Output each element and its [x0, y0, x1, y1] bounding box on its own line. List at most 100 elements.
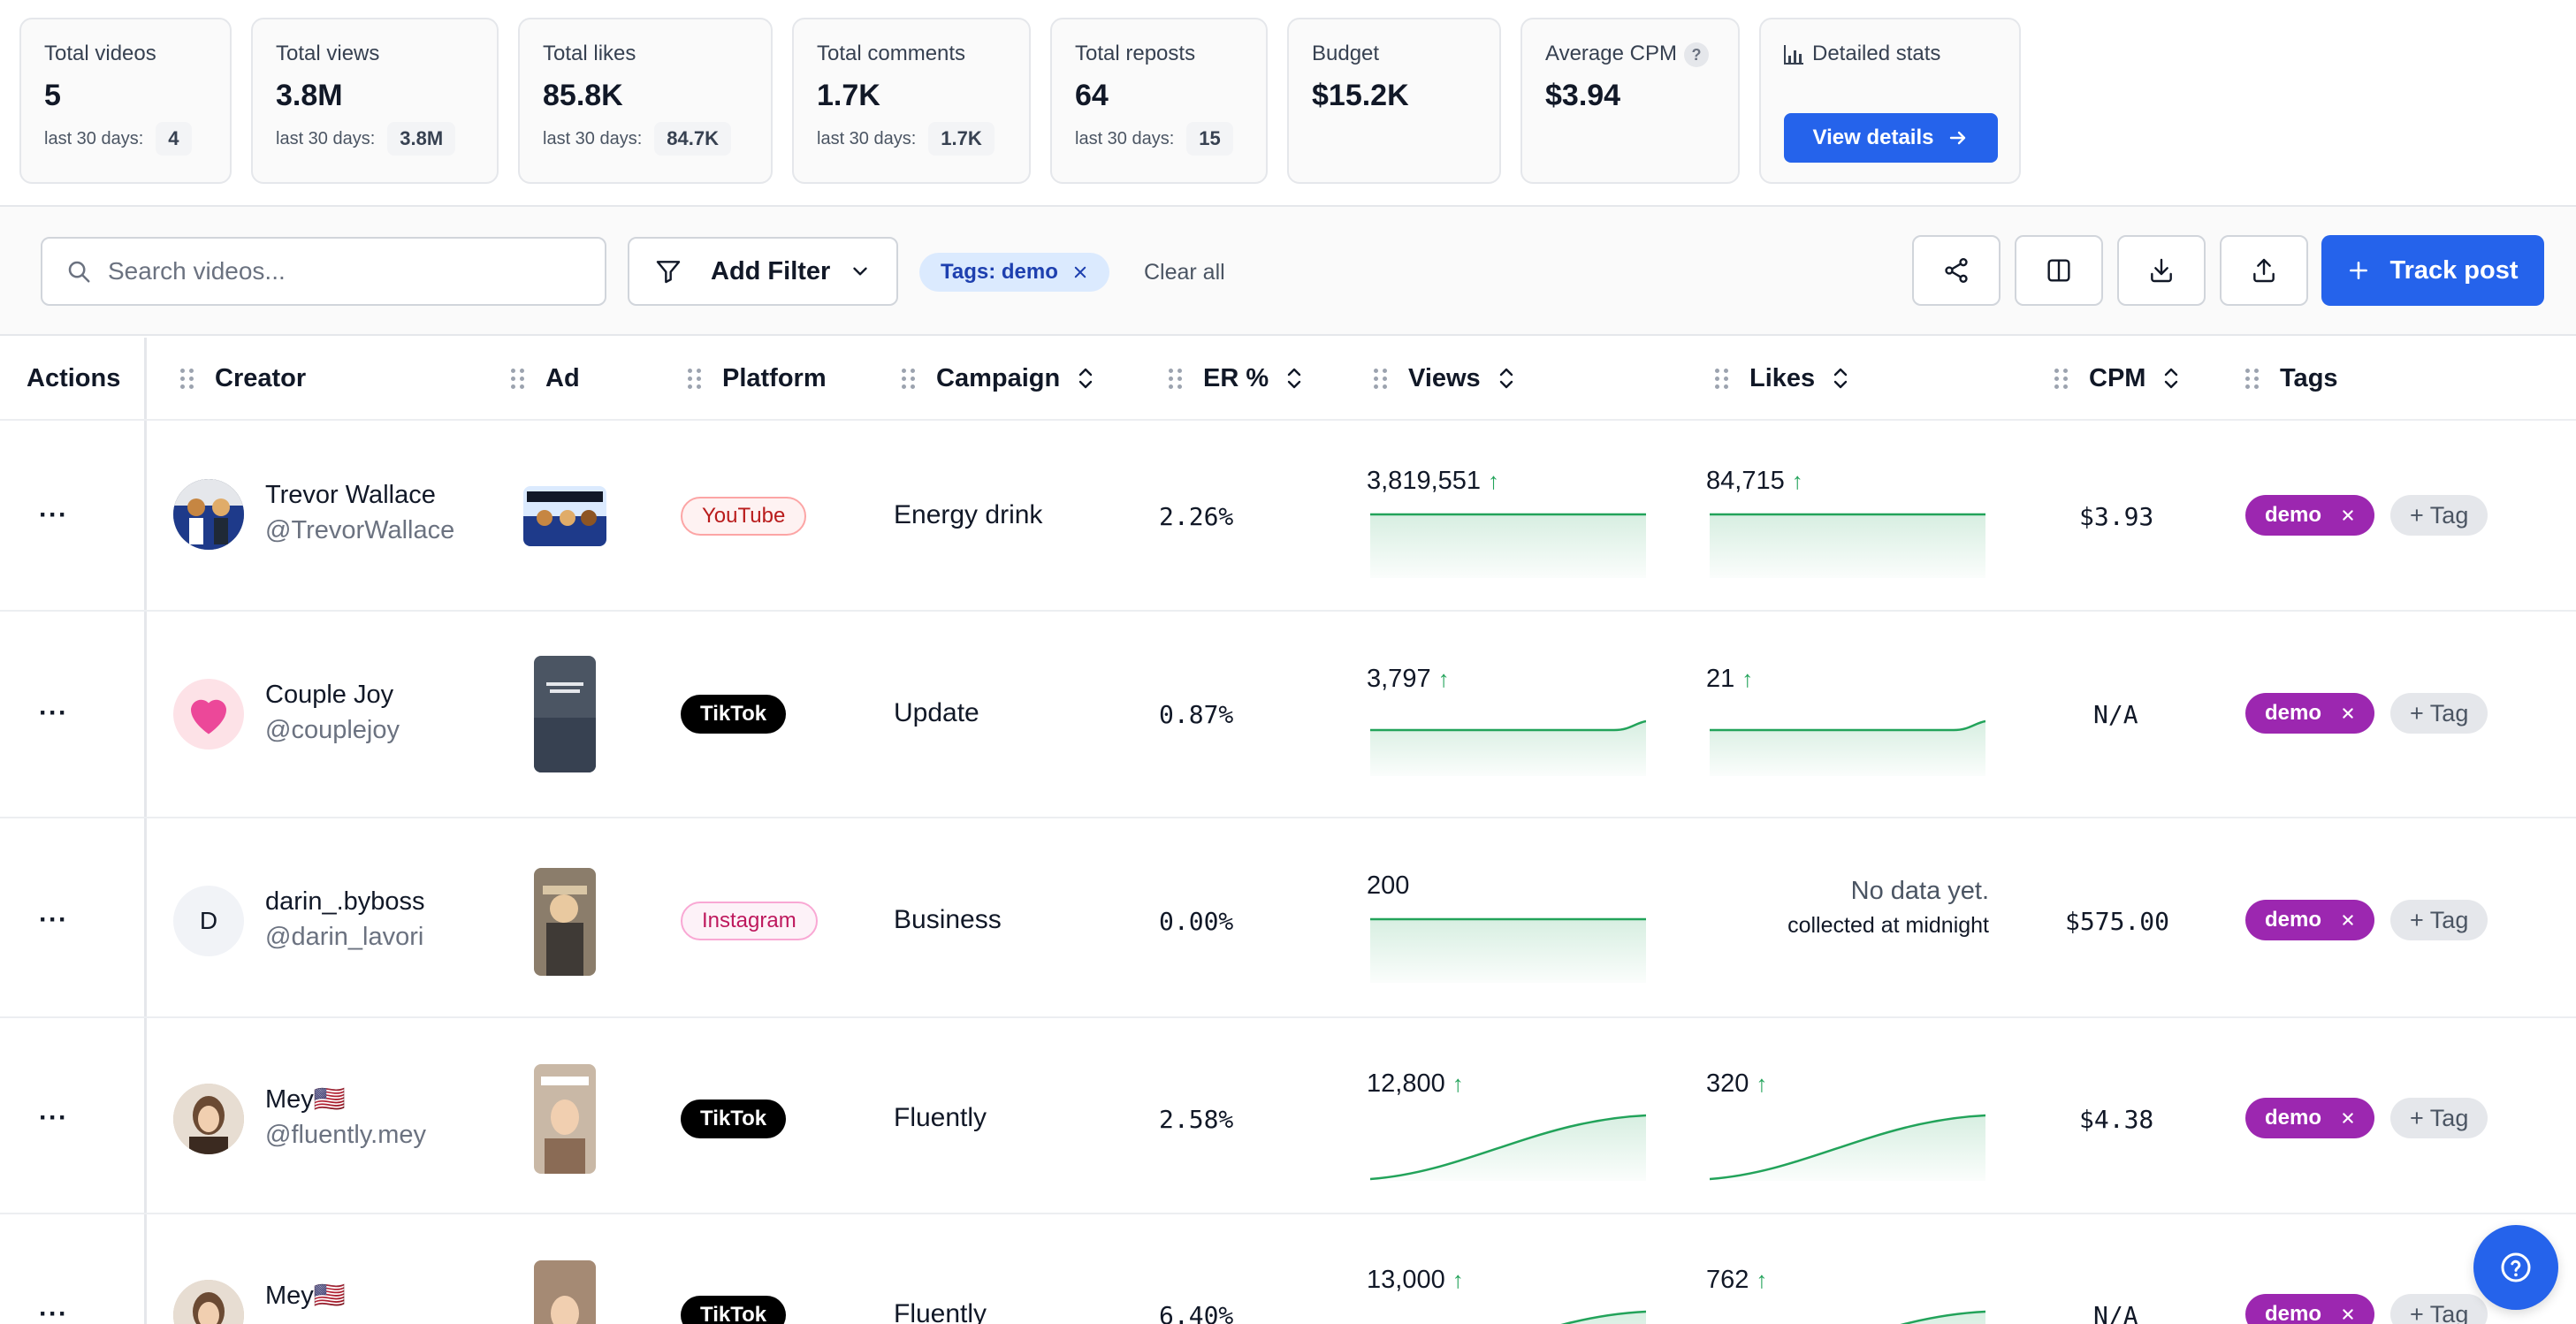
share-button[interactable]	[1912, 235, 2001, 306]
table-row[interactable]: ··· Mey🇺🇸 TikTok Fluently 6.40% 13,000 ↑ …	[0, 1213, 2576, 1324]
tag-chip[interactable]: demo	[2245, 693, 2375, 734]
tag-chip[interactable]: demo	[2245, 1098, 2375, 1138]
ad-thumbnail[interactable]	[534, 656, 596, 772]
drag-handle-icon[interactable]	[902, 368, 915, 389]
column-header-tags[interactable]: Tags	[2245, 338, 2338, 419]
row-actions-menu[interactable]: ···	[39, 1103, 68, 1132]
column-header-label: ER %	[1203, 363, 1269, 392]
likes-sparkline	[1710, 719, 1985, 776]
view-details-button[interactable]: View details	[1784, 113, 1998, 163]
stat-value: 3.8M	[276, 79, 343, 112]
add-tag-button[interactable]: + Tag	[2390, 1294, 2488, 1324]
tag-chip[interactable]: demo	[2245, 1294, 2375, 1324]
close-icon[interactable]	[2341, 913, 2355, 927]
tags-cell: demo + Tag	[2245, 693, 2488, 734]
column-header-label: Likes	[1749, 363, 1816, 392]
sort-icon[interactable]	[1076, 365, 1095, 392]
drag-handle-icon[interactable]	[1715, 368, 1728, 389]
close-icon[interactable]	[1072, 264, 1088, 280]
sparkline-line	[1370, 719, 1646, 732]
column-header-views[interactable]: Views	[1374, 338, 1516, 419]
drag-handle-icon[interactable]	[2245, 368, 2259, 389]
campaign-cell: Fluently	[894, 1299, 987, 1324]
ad-thumbnail[interactable]	[534, 868, 596, 976]
arrow-up-icon: ↑	[1452, 1070, 1464, 1097]
column-header-er[interactable]: ER %	[1169, 338, 1304, 419]
column-header-ad[interactable]: Ad	[511, 338, 580, 419]
drag-handle-icon[interactable]	[1169, 368, 1182, 389]
column-header-label: Tags	[2280, 363, 2338, 392]
creator-name[interactable]: Couple Joy	[265, 681, 394, 709]
tag-chip[interactable]: demo	[2245, 900, 2375, 940]
creator-handle[interactable]: @couplejoy	[265, 716, 400, 744]
creator-name[interactable]: Mey🇺🇸	[265, 1085, 346, 1114]
ad-thumbnail[interactable]	[534, 1260, 596, 1324]
download-button[interactable]	[2117, 235, 2206, 306]
clear-all-button[interactable]: Clear all	[1144, 260, 1225, 285]
upload-button[interactable]	[2220, 235, 2308, 306]
track-post-button[interactable]: Track post	[2321, 235, 2544, 306]
column-header-campaign[interactable]: Campaign	[902, 338, 1095, 419]
ad-thumbnail[interactable]	[523, 486, 606, 546]
creator-name[interactable]: darin_.byboss	[265, 887, 425, 916]
creator-handle[interactable]: @TrevorWallace	[265, 516, 455, 544]
close-icon[interactable]	[2341, 1307, 2355, 1321]
creator-name[interactable]: Mey🇺🇸	[265, 1282, 346, 1310]
add-tag-button[interactable]: + Tag	[2390, 693, 2488, 734]
creator-info[interactable]: Mey🇺🇸 @fluently.mey	[265, 1082, 426, 1153]
column-header-cpm[interactable]: CPM	[2054, 338, 2181, 419]
drag-handle-icon[interactable]	[688, 368, 701, 389]
stat-value: $15.2K	[1312, 79, 1409, 112]
creator-info[interactable]: Mey🇺🇸	[265, 1278, 346, 1313]
stat-value: $3.94	[1545, 79, 1621, 112]
table-row[interactable]: ··· Mey🇺🇸 @fluently.mey TikTok Fluently …	[0, 1016, 2576, 1213]
add-tag-button[interactable]: + Tag	[2390, 1098, 2488, 1138]
column-header-creator[interactable]: Creator	[180, 338, 306, 419]
row-actions-menu[interactable]: ···	[39, 698, 68, 727]
stat-card-average-cpm: Average CPM? $3.94	[1520, 18, 1740, 184]
creator-info[interactable]: Trevor Wallace @TrevorWallace	[265, 477, 454, 548]
close-icon[interactable]	[2341, 706, 2355, 720]
stat-label: Total videos	[44, 42, 156, 65]
creator-info[interactable]: Couple Joy @couplejoy	[265, 677, 400, 748]
search-icon	[68, 261, 90, 283]
help-button[interactable]	[2473, 1225, 2558, 1310]
drag-handle-icon[interactable]	[511, 368, 524, 389]
likes-no-data: No data yet. collected at midnight	[1706, 877, 1989, 939]
tag-chip[interactable]: demo	[2245, 495, 2375, 536]
row-actions-menu[interactable]: ···	[39, 1299, 68, 1324]
table-row[interactable]: ··· Couple Joy @couplejoy TikTok Update …	[0, 610, 2576, 817]
close-icon[interactable]	[2341, 1111, 2355, 1125]
column-header-likes[interactable]: Likes	[1715, 338, 1850, 419]
add-filter-button[interactable]: Add Filter	[628, 237, 898, 306]
er-cell: 2.58%	[1159, 1105, 1234, 1134]
filter-icon	[656, 261, 681, 284]
creator-photo	[173, 479, 244, 550]
creator-handle[interactable]: @fluently.mey	[265, 1121, 427, 1149]
sort-icon[interactable]	[1284, 365, 1304, 392]
creator-name[interactable]: Trevor Wallace	[265, 481, 436, 509]
table-row[interactable]: ··· Trevor Wallace @TrevorWallace YouTub…	[0, 419, 2576, 610]
columns-button[interactable]	[2015, 235, 2103, 306]
table-row[interactable]: ··· D darin_.byboss @darin_lavori Instag…	[0, 817, 2576, 1016]
row-actions-menu[interactable]: ···	[39, 905, 68, 934]
sort-icon[interactable]	[2161, 365, 2181, 392]
column-header-platform[interactable]: Platform	[688, 338, 827, 419]
creator-info[interactable]: darin_.byboss @darin_lavori	[265, 884, 425, 955]
sort-icon[interactable]	[1831, 365, 1850, 392]
drag-handle-icon[interactable]	[2054, 368, 2068, 389]
drag-handle-icon[interactable]	[1374, 368, 1387, 389]
sort-icon[interactable]	[1497, 365, 1516, 392]
sparkline-area	[1370, 514, 1646, 578]
ad-thumbnail[interactable]	[534, 1064, 596, 1174]
er-cell: 6.40%	[1159, 1301, 1234, 1324]
add-tag-button[interactable]: + Tag	[2390, 900, 2488, 940]
creator-handle[interactable]: @darin_lavori	[265, 923, 424, 951]
drag-handle-icon[interactable]	[180, 368, 194, 389]
search-input[interactable]	[108, 257, 568, 285]
search-box[interactable]	[41, 237, 606, 306]
row-actions-menu[interactable]: ···	[39, 500, 68, 529]
help-icon[interactable]: ?	[1683, 42, 1709, 67]
add-tag-button[interactable]: + Tag	[2390, 495, 2488, 536]
close-icon[interactable]	[2341, 508, 2355, 522]
